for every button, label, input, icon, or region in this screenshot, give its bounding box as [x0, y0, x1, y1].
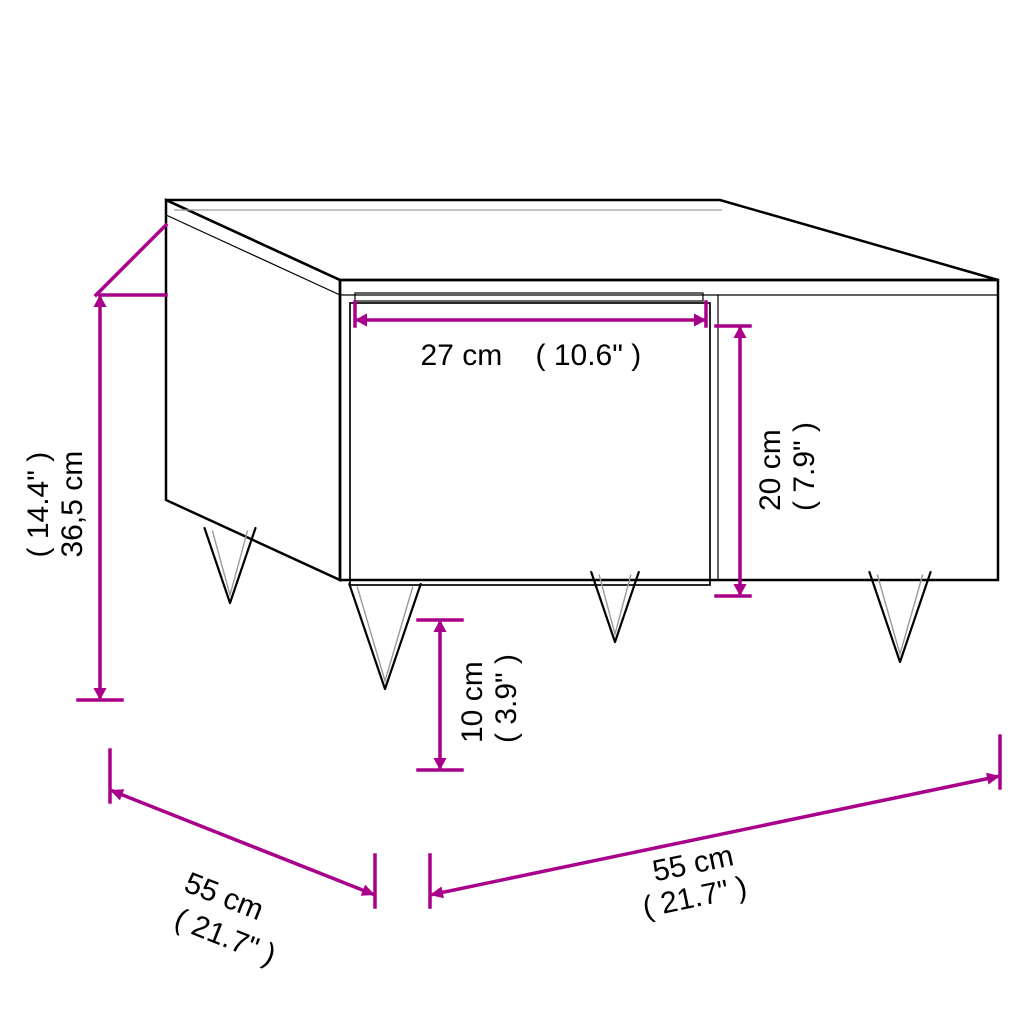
- arrow-head-icon: [986, 773, 1000, 785]
- arrow-head-icon: [733, 584, 746, 596]
- top-left-edge-thickness: [166, 215, 340, 295]
- dim-drawer-width-in: ( 10.6" ): [536, 339, 642, 372]
- dimension-line: [110, 790, 375, 895]
- arrow-head-icon: [355, 313, 367, 326]
- arrow-head-icon: [93, 688, 106, 700]
- dim-drawer-width-cm: 27 cm: [421, 339, 503, 372]
- hairpin-leg: [869, 572, 930, 662]
- table-left-face: [166, 200, 340, 580]
- dim-drawer-height-cm: 20 cm: [754, 429, 787, 511]
- arrow-head-icon: [694, 313, 706, 326]
- table-top-face: [166, 200, 998, 280]
- table-front-face: [340, 280, 998, 580]
- dim-leg-height-cm: 10 cm: [456, 661, 489, 743]
- arrow-head-icon: [430, 886, 444, 898]
- arrow-head-icon: [433, 620, 446, 632]
- dimension-tick: [96, 225, 166, 295]
- dim-height-in: ( 14.4" ): [22, 452, 55, 558]
- hairpin-leg: [349, 584, 420, 689]
- hairpin-leg: [591, 572, 639, 642]
- arrow-head-icon: [433, 758, 446, 770]
- drawer-front: [350, 303, 710, 585]
- hairpin-leg: [205, 528, 256, 603]
- arrow-head-icon: [733, 326, 746, 338]
- drawer-slot: [355, 293, 703, 301]
- dim-drawer-height-in: ( 7.9" ): [788, 422, 821, 511]
- dim-height-cm: 36,5 cm: [56, 451, 89, 558]
- dim-leg-height-in: ( 3.9" ): [490, 654, 523, 743]
